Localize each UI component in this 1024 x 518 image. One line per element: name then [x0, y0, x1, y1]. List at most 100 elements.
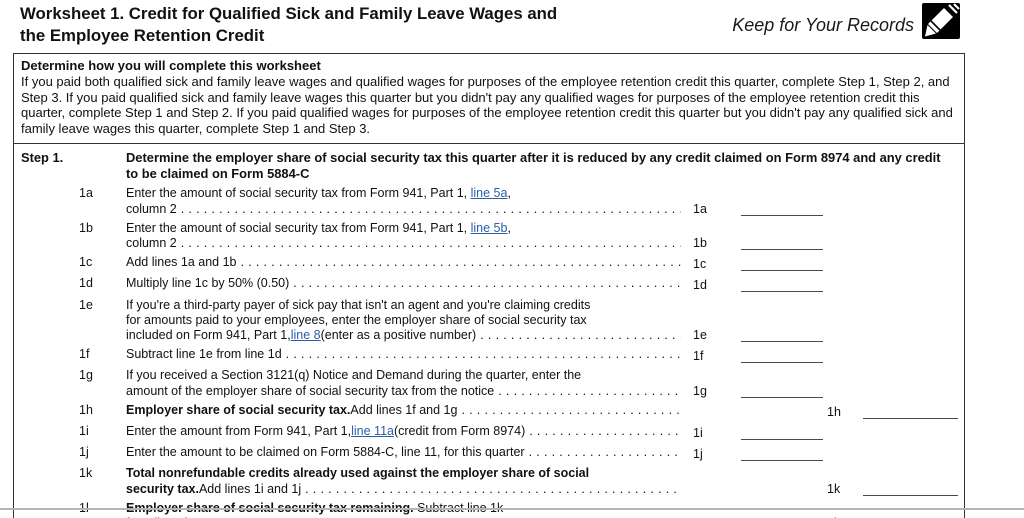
amount-col1: 1e — [693, 326, 825, 343]
dot-leader: ........................................… — [180, 235, 681, 250]
amount-label: 1b — [693, 235, 707, 250]
step1-label: Step 1. — [21, 150, 64, 166]
amount-col2: 1l — [827, 514, 958, 518]
text-segment: If you received a Section 3121(q) Notice… — [126, 368, 582, 383]
worksheet-table: Determine how you will complete this wor… — [13, 53, 965, 518]
text-segment: Subtract line 1k — [414, 501, 503, 515]
amount-blank — [741, 279, 823, 293]
amount-label: 1f — [693, 349, 704, 364]
page-title: Worksheet 1. Credit for Qualified Sick a… — [20, 3, 700, 46]
intro-box: Determine how you will complete this wor… — [14, 54, 964, 145]
amount-label: 1j — [693, 447, 703, 462]
line-number: 1k — [79, 466, 93, 481]
dot-leader: ........................................… — [293, 276, 681, 291]
row-1e: 1e If you're a third-party payer of sick … — [21, 298, 964, 344]
amount-label: 1e — [693, 328, 707, 342]
amount-label: 1l — [827, 516, 855, 518]
amount-col1: 1a — [693, 200, 825, 217]
line-text: Enter the amount to be claimed on Form 5… — [126, 445, 681, 462]
amount-label: 1d — [693, 278, 707, 293]
step1-rows: 1a Enter the amount of social security ta… — [21, 186, 964, 518]
line-text: Multiply line 1c by 50% (0.50) .........… — [126, 276, 681, 293]
amount-blank — [863, 406, 958, 419]
text-segment: for amounts paid to your employees, ente… — [126, 312, 587, 327]
text-segment: If you're a third-party payer of sick pa… — [126, 297, 591, 312]
row-1c: 1c Add lines 1a and 1b ..................… — [21, 255, 964, 272]
dot-leader: ........................................… — [529, 424, 681, 439]
text-segment: Employer share of social security tax re… — [126, 501, 414, 515]
row-1k: 1k Total nonrefundable credits already us… — [21, 466, 964, 496]
line-number: 1l — [79, 501, 126, 518]
line-number: 1g — [79, 368, 93, 383]
line-text: Subtract line 1e from line 1d ..........… — [126, 347, 681, 364]
link-line-11a[interactable]: line 11a — [351, 424, 394, 439]
intro-heading: Determine how you will complete this wor… — [21, 58, 321, 73]
page-cut-divider — [0, 508, 1024, 510]
row-1g: 1g If you received a Section 3121(q) Noti… — [21, 368, 964, 398]
amount-label: 1k — [827, 481, 841, 496]
text-segment: included on Form 941, Part 1, — [126, 328, 291, 342]
amount-label: 1c — [693, 257, 707, 272]
link-line-5a[interactable]: line 5a — [470, 186, 508, 201]
text-segment: Add lines 1i and 1j — [198, 481, 302, 496]
amount-blank — [741, 237, 823, 250]
line-text: If you received a Section 3121(q) Notice… — [126, 368, 681, 398]
text-segment: Total nonrefundable credits already used… — [126, 466, 590, 481]
text-segment: Subtract line 1e from line 1d — [126, 347, 282, 362]
amount-col1: 1g — [693, 382, 825, 399]
amount-blank — [741, 329, 823, 342]
row-1f: 1f Subtract line 1e from line 1d ........… — [21, 347, 964, 364]
link-line-8[interactable]: line 8 — [290, 328, 321, 342]
line-number: 1j — [79, 445, 89, 460]
text-segment: Add lines 1f and 1g — [350, 402, 458, 417]
text-segment: Enter the amount from Form 941, Part 1, — [126, 424, 352, 439]
amount-col1: 1c — [693, 255, 825, 272]
text-segment: from line 1h — [126, 516, 191, 518]
link-line-5b[interactable]: line 5b — [470, 220, 508, 235]
amount-blank — [741, 385, 823, 398]
amount-col1: 1f — [693, 347, 825, 364]
amount-blank — [741, 258, 823, 272]
line-number: 1h — [79, 402, 93, 417]
line-number: 1f — [79, 347, 90, 362]
amount-label: 1i — [693, 426, 703, 441]
text-segment: column 2 — [126, 235, 177, 250]
line-number: 1e — [79, 297, 93, 312]
keep-for-records-label: Keep for Your Records — [732, 15, 914, 35]
dot-leader: ........................................… — [461, 402, 681, 417]
row-1l: 1lEmployer share of social security tax … — [21, 501, 964, 518]
pencil-icon — [922, 3, 960, 39]
row-1b: 1b Enter the amount of social security ta… — [21, 221, 964, 251]
dot-leader: ........................................… — [528, 445, 681, 460]
text-segment: (enter as a positive number) — [320, 328, 477, 342]
amount-col1: 1i — [693, 424, 825, 441]
page-title-line1: Worksheet 1. Credit for Qualified Sick a… — [20, 4, 558, 23]
amount-col2: 1h — [827, 403, 958, 420]
row-1j: 1j Enter the amount to be claimed on Form… — [21, 445, 964, 462]
line-text: Employer share of social security tax. A… — [126, 403, 681, 420]
dot-leader: ........................................… — [195, 516, 681, 518]
row-1i: 1i Enter the amount from Form 941, Part 1… — [21, 424, 964, 441]
text-segment: Multiply line 1c by 50% (0.50) — [126, 276, 290, 291]
dot-leader: ........................................… — [498, 383, 681, 398]
line-text: Enter the amount from Form 941, Part 1, … — [126, 424, 681, 441]
amount-col1: 1b — [693, 234, 825, 251]
amount-label: 1a — [693, 201, 707, 216]
text-segment: Employer share of social security tax. — [126, 402, 351, 417]
dot-leader: ........................................… — [240, 255, 681, 270]
amount-blank — [741, 203, 823, 216]
amount-col1: 1j — [693, 445, 825, 462]
step1-section: Step 1. Determine the employer share of … — [14, 144, 964, 518]
line-text: Enter the amount of social security tax … — [126, 221, 681, 251]
line-number: 1d — [79, 276, 93, 291]
line-text: Employer share of social security tax re… — [126, 501, 681, 518]
text-segment: , — [507, 186, 511, 201]
row-1a: 1a Enter the amount of social security ta… — [21, 186, 964, 216]
amount-blank — [741, 427, 823, 441]
text-segment: column 2 — [126, 201, 177, 216]
amount-blank — [863, 483, 958, 496]
step1-header: Step 1. Determine the employer share of … — [21, 150, 964, 181]
amount-label: 1g — [693, 383, 707, 398]
dot-leader: ........................................… — [180, 201, 681, 216]
intro-body: If you paid both qualified sick and fami… — [21, 74, 953, 136]
